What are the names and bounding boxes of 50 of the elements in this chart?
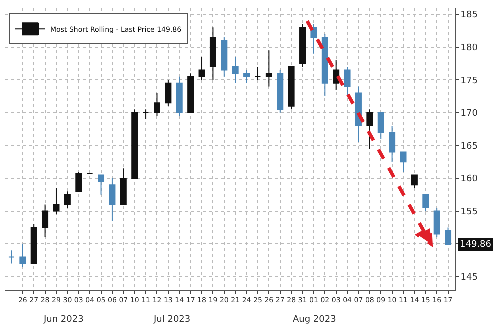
candlestick [165, 80, 172, 107]
candlestick [277, 70, 284, 114]
y-tick-label: 165 [460, 142, 478, 152]
candlestick [422, 194, 430, 212]
candlestick [400, 152, 407, 172]
candlestick [154, 92, 160, 117]
y-tick-label: 180 [460, 44, 478, 54]
candlestick [20, 244, 26, 268]
candlestick [120, 168, 127, 206]
candlestick [98, 174, 105, 196]
candlestick [232, 56, 239, 84]
candlestick [445, 227, 452, 246]
y-tick-label: 170 [460, 109, 478, 120]
candlestick [254, 66, 262, 81]
candlestick [310, 24, 318, 54]
text: Jul 2023 [153, 315, 191, 325]
candlestick [244, 70, 250, 84]
candlestick [210, 27, 216, 81]
text: 149.86 [460, 240, 492, 250]
y-tick-label: 175 [460, 76, 478, 86]
candlestick [188, 73, 194, 114]
candlestick [300, 24, 306, 68]
candlestick [30, 224, 38, 264]
candlestick [266, 50, 272, 88]
candlestick [221, 37, 228, 78]
candlestick [53, 188, 60, 216]
candlestick [378, 112, 384, 140]
candlestick [76, 171, 82, 192]
candlestick [109, 178, 116, 222]
y-tick-label: 160 [460, 174, 478, 185]
candlestick [333, 60, 340, 90]
candlestick [288, 66, 295, 110]
candlestick [132, 109, 138, 180]
y-tick-label: 145 [460, 273, 478, 284]
candlestick [142, 109, 150, 120]
candlestick [322, 34, 328, 98]
candlestick [366, 109, 374, 150]
text: Aug 2023 [293, 315, 336, 325]
candlestick [198, 56, 206, 81]
y-tick-label: 185 [460, 10, 478, 21]
candlestick [344, 66, 351, 98]
candlestick [176, 76, 183, 117]
candlestick [8, 250, 15, 264]
candlestick [64, 191, 71, 209]
candlestick [434, 208, 440, 238]
text: Jun 2023 [43, 315, 84, 325]
candlestick [42, 204, 49, 238]
candlestick [389, 126, 396, 163]
candlestick [411, 174, 418, 189]
y-tick-label: 155 [460, 207, 478, 218]
